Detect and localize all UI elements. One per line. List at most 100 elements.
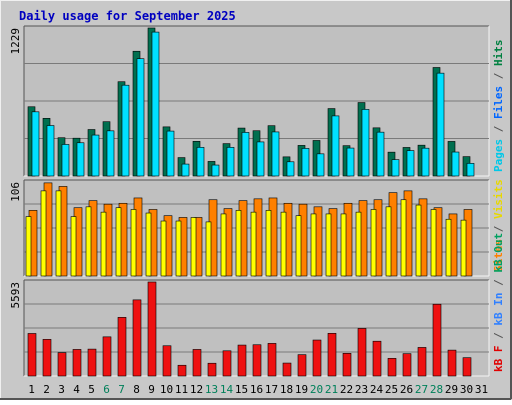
bar-files: [376, 131, 385, 177]
bar-kbytes: [87, 348, 97, 377]
legend-label-part: Hits: [492, 40, 505, 67]
bar-kbytes: [237, 344, 247, 377]
x-tick-label: 6: [103, 383, 110, 396]
bar-visits: [145, 212, 152, 277]
y-max-label: 1229: [9, 28, 22, 55]
bar-files: [316, 153, 325, 177]
bar-kbytes: [462, 357, 472, 377]
bar-files: [346, 147, 355, 177]
bar-visits: [250, 211, 257, 277]
bar-files: [451, 151, 460, 177]
bar-files: [211, 164, 220, 177]
x-tick-label: 22: [340, 383, 353, 396]
bar-visits: [25, 216, 32, 277]
legend-label-part: Visits: [492, 179, 505, 219]
bar-kbytes: [192, 349, 202, 377]
x-tick-label: 3: [58, 383, 65, 396]
bar-visits: [235, 210, 242, 277]
bar-kbytes: [162, 345, 172, 377]
bar-kbytes: [402, 353, 412, 377]
bar-visits: [295, 215, 302, 277]
legend-label-part: /: [492, 219, 505, 239]
x-tick-label: 24: [370, 383, 384, 396]
y-max-label: 5593: [9, 282, 22, 309]
legend-label: kB F / kB In / kB Out: [492, 233, 505, 372]
bar-kbytes: [117, 317, 127, 377]
bar-files: [166, 130, 175, 177]
x-tick-label: 14: [220, 383, 234, 396]
bar-files: [241, 132, 250, 177]
bar-kbytes: [177, 364, 187, 377]
x-tick-label: 11: [175, 383, 188, 396]
bar-visits: [370, 209, 377, 277]
legend-label-part: /: [492, 66, 505, 86]
bar-files: [76, 142, 85, 177]
bar-visits: [115, 207, 122, 277]
x-tick-label: 7: [118, 383, 125, 396]
bar-files: [391, 159, 400, 177]
legend-label-part: /: [492, 326, 505, 346]
bar-kbytes: [57, 352, 67, 377]
bar-files: [46, 125, 55, 177]
panel-1: 1229 Pages / Files / Hits: [9, 25, 505, 177]
bar-kbytes: [387, 358, 397, 377]
bar-visits: [190, 217, 197, 277]
bar-files: [91, 134, 100, 177]
bar-visits: [70, 216, 77, 277]
bar-kbytes: [207, 362, 217, 377]
x-tick-label: 19: [295, 383, 308, 396]
bar-files: [181, 163, 190, 177]
x-tick-label: 2: [43, 383, 50, 396]
x-tick-label: 8: [133, 383, 140, 396]
bar-files: [61, 144, 70, 177]
y-max-label: 106: [9, 182, 22, 202]
bar-kbytes: [27, 333, 37, 377]
x-tick-label: 26: [400, 383, 413, 396]
x-tick-label: 30: [460, 383, 473, 396]
x-tick-label: 10: [160, 383, 173, 396]
x-tick-label: 27: [415, 383, 428, 396]
bar-kbytes: [447, 349, 457, 377]
bar-kbytes: [282, 362, 292, 377]
x-tick-label: 15: [235, 383, 248, 396]
panel-2: 106 Sites / Visits: [9, 179, 505, 277]
bar-visits: [220, 213, 227, 277]
bar-kbytes: [252, 344, 262, 377]
x-tick-label: 18: [280, 383, 293, 396]
legend-label: Pages / Files / Hits: [492, 40, 505, 173]
bar-visits: [175, 220, 182, 277]
x-tick-label: 29: [445, 383, 458, 396]
bar-visits: [130, 209, 137, 277]
bar-kbytes: [312, 339, 322, 377]
legend-label-part: Files: [492, 86, 505, 119]
bar-visits: [430, 209, 437, 277]
chart-title: Daily usage for September 2025: [19, 9, 236, 23]
legend-label-part: kB Out: [492, 233, 505, 273]
bar-kbytes: [372, 340, 382, 377]
bar-visits: [310, 213, 317, 277]
panel-3: 5593 kB F / kB In / kB Out: [9, 233, 505, 377]
x-tick-label: 1: [28, 383, 35, 396]
bar-visits: [100, 211, 107, 277]
bar-files: [106, 130, 115, 177]
bar-files: [361, 109, 370, 177]
bar-kbytes: [102, 336, 112, 377]
bar-kbytes: [147, 281, 157, 377]
bar-files: [436, 72, 445, 177]
bar-kbytes: [297, 354, 307, 377]
bar-kbytes: [132, 299, 142, 377]
bar-visits: [55, 190, 62, 277]
legend-label: Sites / Visits: [492, 179, 505, 272]
bar-files: [406, 150, 415, 177]
x-axis-labels: 1 2 3 4 5 6 7 8 9 10 11 12 13 14 15 16 17 18 19 20 21 22 23 24 2…: [28, 383, 488, 396]
bar-visits: [40, 190, 47, 277]
bar-visits: [415, 204, 422, 277]
bar-visits: [385, 206, 392, 277]
bar-kbytes: [222, 350, 232, 377]
x-tick-label: 12: [190, 383, 203, 396]
bar-visits: [205, 221, 212, 277]
x-tick-label: 23: [355, 383, 368, 396]
bar-files: [196, 147, 205, 177]
bar-kbytes: [432, 303, 442, 377]
